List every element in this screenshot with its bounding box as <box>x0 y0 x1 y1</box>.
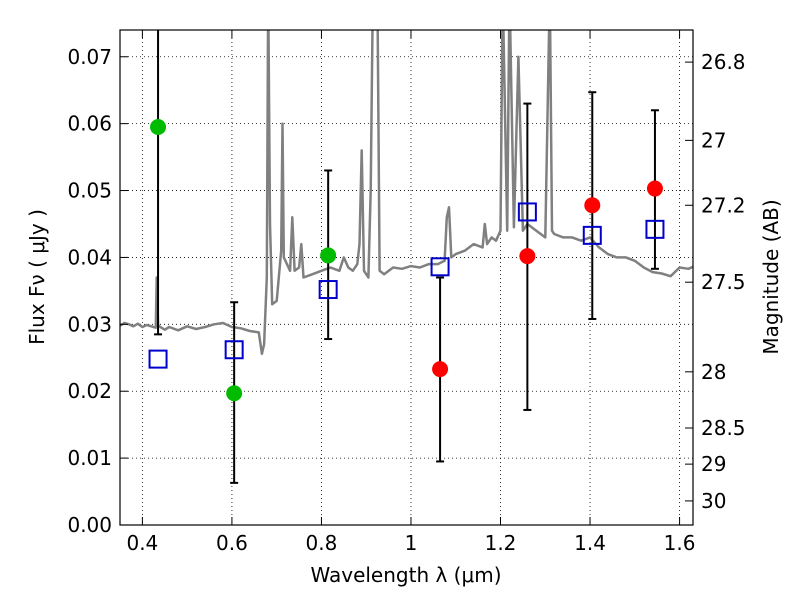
y-tick-label: 0.04 <box>67 245 112 269</box>
x-tick-label: 0.4 <box>126 531 158 555</box>
x-tick-label: 1.6 <box>664 531 696 555</box>
y-tick-label: 0.03 <box>67 312 112 336</box>
x-tick-label: 0.8 <box>306 531 338 555</box>
red-point <box>646 180 663 197</box>
green-point <box>320 247 337 264</box>
x-tick-label: 1 <box>405 531 418 555</box>
green-point <box>150 118 167 135</box>
square-marker <box>318 280 338 300</box>
y2-tick-label: 27.5 <box>701 270 746 294</box>
y2-tick-label: 27 <box>701 128 726 152</box>
red-point <box>519 248 536 265</box>
y2-tick-label: 28 <box>701 360 726 384</box>
green-point <box>226 385 243 402</box>
square-marker <box>430 257 450 277</box>
y2-tick-label: 30 <box>701 489 726 513</box>
y2-tick-label: 28.5 <box>701 416 746 440</box>
y2-tick-label: 29 <box>701 452 726 476</box>
plot-background <box>120 30 693 525</box>
square-marker <box>517 202 537 222</box>
grid <box>120 30 693 526</box>
y-tick-label: 0.06 <box>67 112 112 136</box>
spectrum-line <box>120 30 693 356</box>
y2-axis-title: Magnitude (AB) <box>759 199 783 354</box>
square-marker <box>582 225 602 245</box>
y-axis-title: Flux Fν ( μJy ) <box>25 209 49 345</box>
red-point <box>584 197 601 214</box>
square-marker <box>645 219 665 239</box>
y-tick-label: 0.07 <box>67 45 112 69</box>
plot-frame <box>119 29 694 526</box>
x-tick-label: 0.6 <box>216 531 248 555</box>
x-tick-label: 1.4 <box>574 531 606 555</box>
square-marker <box>224 340 244 360</box>
x-axis-title: Wavelength λ (μm) <box>310 563 501 587</box>
y-tick-label: 0.00 <box>67 513 112 537</box>
square-marker <box>148 349 168 369</box>
spectrum-layer <box>120 30 693 356</box>
red-point <box>432 361 449 378</box>
y-tick-label: 0.01 <box>67 446 112 470</box>
marker-layer <box>148 118 665 402</box>
y-tick-label: 0.02 <box>67 379 112 403</box>
y2-tick-label: 27.2 <box>701 193 746 217</box>
y-tick-label: 0.05 <box>67 179 112 203</box>
y2-tick-label: 26.8 <box>701 50 746 74</box>
x-tick-label: 1.2 <box>485 531 517 555</box>
tick-layer: 0.4 0.6 0.8 1 1.2 1.4 1.6 0.00 0.01 0.02 0.03 0.04 0… <box>67 30 746 555</box>
